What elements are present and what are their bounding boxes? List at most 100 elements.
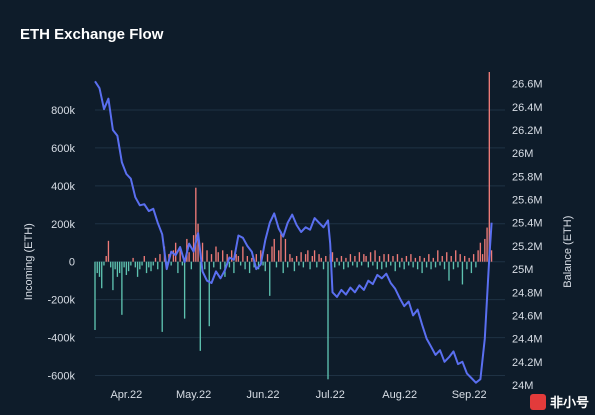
y-left-tick-label: 400k	[51, 181, 75, 193]
x-tick-label: Aug.22	[382, 389, 417, 401]
y-right-tick-label: 24.2M	[512, 357, 543, 369]
outflow-bar	[141, 261, 143, 266]
inflow-bar	[383, 254, 385, 262]
inflow-bar	[105, 256, 107, 262]
outflow-bar	[98, 261, 101, 277]
inflow-bar	[154, 257, 157, 262]
inflow-bar	[273, 238, 275, 262]
outflow-bar	[434, 261, 437, 268]
outflow-bar	[367, 261, 370, 268]
x-tick-label: Jun.22	[247, 389, 280, 401]
outflow-bar	[161, 261, 163, 332]
inflow-bar	[215, 246, 217, 262]
inflow-bar	[455, 250, 457, 262]
y-left-tick-label: -600k	[47, 371, 75, 383]
y-right-tick-label: 25.2M	[512, 241, 543, 253]
outflow-bar	[130, 261, 132, 266]
outflow-bar	[145, 261, 148, 274]
outflow-bar	[403, 261, 405, 270]
outflow-bar	[287, 261, 289, 268]
inflow-bar	[484, 238, 486, 262]
y-left-tick-label: 200k	[51, 219, 75, 231]
inflow-bar	[251, 257, 253, 262]
outflow-bar	[199, 261, 201, 351]
inflow-bar	[271, 246, 273, 262]
inflow-bar	[206, 250, 208, 262]
inflow-bar	[307, 250, 309, 262]
outflow-bar	[351, 261, 354, 266]
inflow-bar	[289, 254, 291, 262]
inflow-bar	[143, 256, 145, 262]
watermark-text: 非小号	[549, 395, 589, 410]
inflow-bar	[188, 252, 190, 262]
outflow-bar	[282, 261, 284, 274]
inflow-bar	[320, 257, 322, 262]
inflow-bar	[472, 254, 475, 262]
outflow-bar	[430, 261, 432, 270]
inflow-bar	[354, 256, 356, 262]
inflow-bar	[345, 257, 347, 262]
y-right-tick-label: 24.6M	[512, 310, 543, 322]
outflow-bar	[121, 261, 123, 315]
inflow-bar	[490, 250, 493, 262]
y-right-tick-label: 25M	[512, 264, 533, 276]
inflow-bar	[304, 254, 307, 262]
y-left-tick-label: -400k	[47, 333, 75, 345]
inflow-bar	[313, 250, 316, 262]
outflow-bar	[394, 261, 396, 272]
outflow-bar	[443, 261, 446, 270]
outflow-bar	[181, 261, 184, 266]
outflow-bar	[239, 261, 242, 266]
outflow-bar	[343, 261, 345, 270]
outflow-bar	[248, 261, 251, 274]
inflow-bar	[284, 238, 287, 262]
outflow-bar	[338, 261, 340, 266]
inflow-bar	[291, 257, 293, 262]
outflow-bar	[399, 261, 401, 268]
inflow-bar	[387, 254, 390, 262]
outflow-bar	[139, 261, 141, 270]
inflow-bar	[331, 252, 334, 262]
outflow-bar	[96, 261, 98, 274]
inflow-bar	[414, 257, 417, 262]
outflow-bar	[293, 261, 296, 272]
inflow-bar	[174, 242, 177, 262]
inflow-bar	[246, 256, 249, 262]
outflow-bar	[302, 261, 305, 268]
inflow-bar	[488, 72, 490, 262]
outflow-bar	[112, 261, 114, 291]
inflow-bar	[260, 250, 262, 262]
inflow-bar	[437, 250, 439, 262]
outflow-bar	[461, 261, 464, 285]
outflow-bar	[116, 261, 119, 277]
outflow-bar	[103, 261, 105, 266]
outflow-bar	[347, 261, 349, 268]
inflow-bar	[107, 240, 110, 262]
outflow-bar	[157, 261, 159, 270]
y-right-tick-label: 25.8M	[512, 171, 543, 183]
inflow-bar	[486, 227, 488, 262]
outflow-bar	[110, 261, 112, 268]
inflow-bar	[441, 256, 443, 262]
inflow-bar	[210, 254, 213, 262]
inflow-bar	[300, 252, 302, 262]
inflow-bar	[311, 256, 313, 262]
outflow-bar	[118, 261, 121, 274]
outflow-bar	[136, 261, 139, 277]
inflow-bar	[481, 254, 484, 262]
y-right-axis-label: Balance (ETH)	[562, 216, 574, 288]
inflow-bar	[378, 256, 381, 262]
y-right-tick-label: 24.8M	[512, 287, 543, 299]
outflow-bar	[152, 261, 154, 266]
outflow-bar	[448, 261, 450, 281]
outflow-bar	[390, 261, 392, 266]
y-left-axis-label: Incoming (ETH)	[23, 223, 35, 300]
inflow-bar	[278, 250, 280, 262]
y-left-tick-label: 0	[69, 257, 75, 269]
inflow-bar	[179, 248, 181, 262]
inflow-bar	[468, 257, 470, 262]
outflow-bar	[452, 261, 455, 270]
inflow-bar	[477, 250, 479, 262]
outflow-bar	[385, 261, 387, 268]
